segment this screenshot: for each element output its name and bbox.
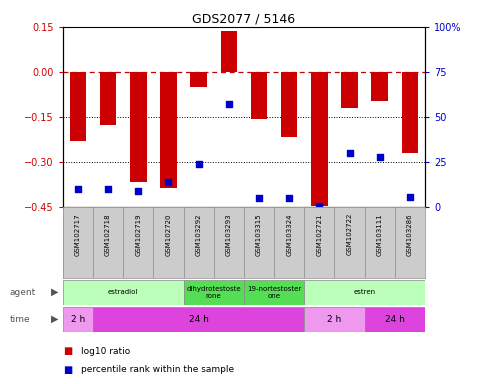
Text: ■: ■ [63, 346, 72, 356]
Title: GDS2077 / 5146: GDS2077 / 5146 [192, 13, 296, 26]
Text: estradiol: estradiol [108, 289, 138, 295]
Text: GSM102719: GSM102719 [135, 213, 141, 256]
Text: GSM103292: GSM103292 [196, 213, 201, 255]
Point [74, 186, 82, 192]
Text: dihydrotestoste
rone: dihydrotestoste rone [186, 286, 241, 299]
Bar [160, 72, 177, 188]
Point [406, 194, 414, 200]
Bar [402, 72, 418, 153]
Text: ▶: ▶ [51, 314, 58, 324]
Text: ▶: ▶ [51, 287, 58, 297]
Bar [281, 72, 298, 137]
Text: percentile rank within the sample: percentile rank within the sample [81, 365, 234, 374]
Bar [63, 306, 93, 332]
Text: GSM102721: GSM102721 [316, 213, 322, 255]
Bar [251, 72, 267, 119]
Text: GSM103293: GSM103293 [226, 213, 232, 256]
Text: 24 h: 24 h [189, 314, 209, 324]
Bar [190, 72, 207, 87]
Bar [244, 280, 304, 305]
Bar [304, 306, 365, 332]
Text: GSM103111: GSM103111 [377, 213, 383, 256]
Point [285, 195, 293, 202]
Point [195, 161, 202, 167]
Text: GSM103315: GSM103315 [256, 213, 262, 256]
Text: GSM103286: GSM103286 [407, 213, 413, 256]
Text: 24 h: 24 h [385, 314, 405, 324]
Point [134, 188, 142, 194]
Text: time: time [10, 314, 30, 324]
Point [346, 150, 354, 156]
Text: GSM102720: GSM102720 [166, 213, 171, 255]
Text: ■: ■ [63, 365, 72, 375]
Bar [304, 280, 425, 305]
Text: GSM102718: GSM102718 [105, 213, 111, 256]
Bar [184, 280, 244, 305]
Text: GSM102717: GSM102717 [75, 213, 81, 256]
Point [315, 202, 323, 209]
Bar [371, 72, 388, 101]
Point [165, 179, 172, 185]
Bar [221, 31, 237, 72]
Bar [311, 72, 327, 206]
Text: 19-nortestoster
one: 19-nortestoster one [247, 286, 301, 299]
Text: GSM102722: GSM102722 [347, 213, 353, 255]
Text: 2 h: 2 h [327, 314, 341, 324]
Point [104, 186, 112, 192]
Bar [70, 72, 86, 141]
Text: log10 ratio: log10 ratio [81, 347, 130, 356]
Bar [100, 72, 116, 125]
Point [225, 101, 233, 108]
Text: estren: estren [354, 289, 376, 295]
Bar [341, 72, 358, 108]
Bar [63, 280, 184, 305]
Text: GSM103324: GSM103324 [286, 213, 292, 255]
Text: agent: agent [10, 288, 36, 297]
Point [255, 195, 263, 202]
Point [376, 154, 384, 160]
Text: 2 h: 2 h [71, 314, 85, 324]
Bar [130, 72, 146, 182]
Bar [93, 306, 304, 332]
Bar [365, 306, 425, 332]
